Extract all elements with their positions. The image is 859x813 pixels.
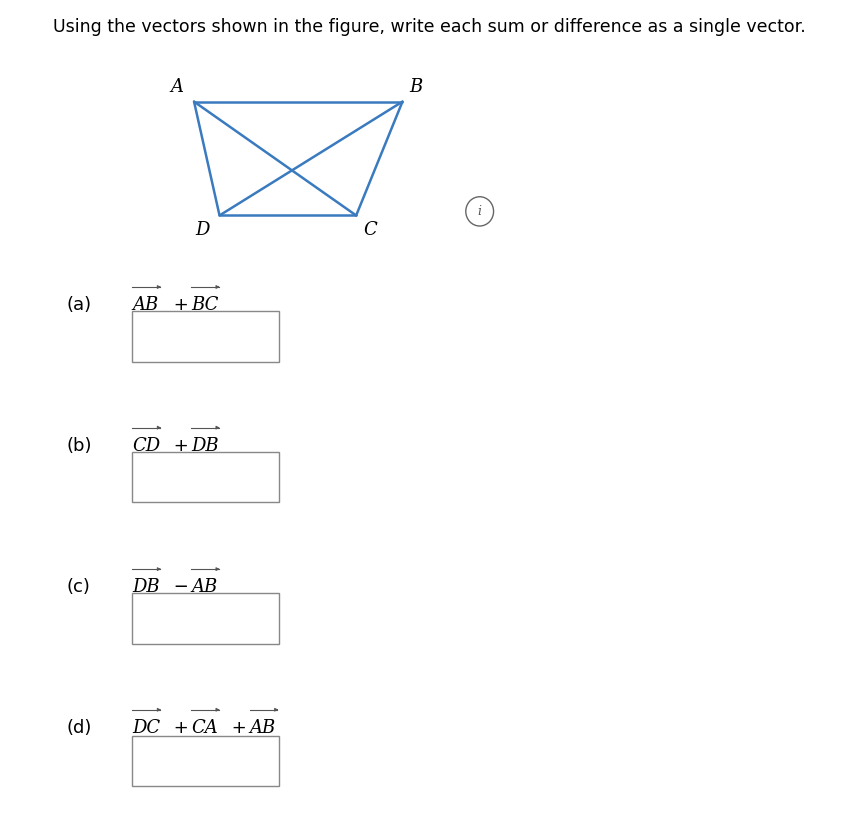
Text: −: − [168,578,194,596]
Text: BC: BC [191,296,218,314]
Text: AB: AB [132,296,159,314]
Text: +: + [168,437,194,454]
Text: AB: AB [250,719,276,737]
Text: +: + [227,719,253,737]
Text: (d): (d) [67,719,92,737]
Text: i: i [478,205,482,218]
Text: D: D [195,221,210,239]
Bar [132,311,279,362]
Text: (a): (a) [67,296,92,314]
Text: B: B [410,78,423,96]
Text: CA: CA [191,719,217,737]
Bar [132,593,279,644]
Text: Using the vectors shown in the figure, write each sum or difference as a single : Using the vectors shown in the figure, w… [53,18,806,36]
Text: +: + [168,719,194,737]
Text: (c): (c) [67,578,90,596]
Text: DB: DB [132,578,160,596]
Bar [132,452,279,502]
Text: (b): (b) [67,437,92,454]
Text: +: + [168,296,194,314]
Text: CD: CD [132,437,161,454]
Text: AB: AB [191,578,217,596]
Text: A: A [171,78,184,96]
Text: C: C [363,221,377,239]
Text: DB: DB [191,437,218,454]
Bar [132,736,279,786]
Text: DC: DC [132,719,161,737]
